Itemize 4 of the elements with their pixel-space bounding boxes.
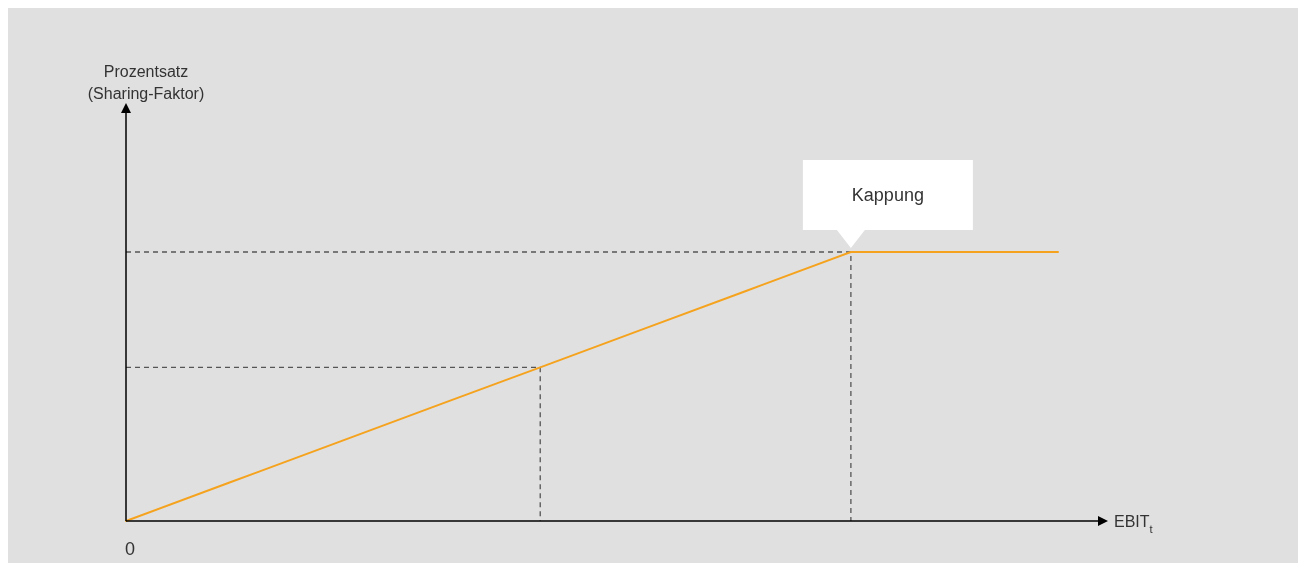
text: 0: [124, 539, 136, 559]
text: Prozentsatz (Sharing-Faktor): [87, 63, 205, 102]
text: Kappung: [851, 185, 924, 205]
x-axis-title: EBIT$_{t}$: [1114, 513, 1154, 535]
